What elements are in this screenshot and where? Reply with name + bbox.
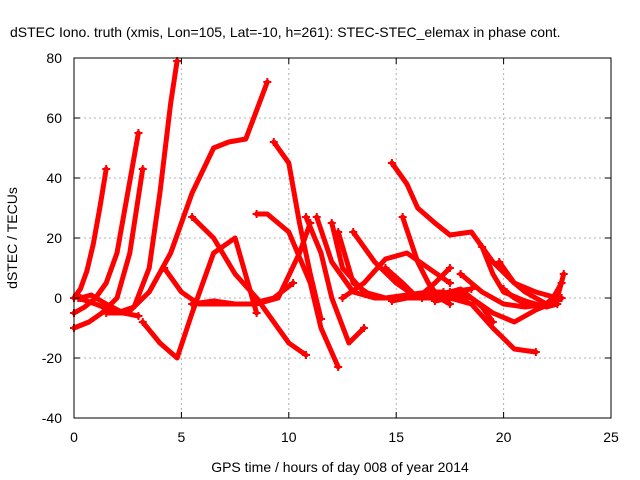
series-marker [301, 213, 310, 221]
series-line-arc-6 [103, 79, 270, 316]
x-tick-label: 25 [603, 429, 619, 445]
x-tick-label: 20 [496, 429, 512, 445]
x-tick-label: 0 [70, 429, 78, 445]
series-marker [102, 309, 111, 317]
x-tick-label: 5 [178, 429, 186, 445]
series-marker [252, 309, 261, 317]
series-line-arc-20 [389, 295, 539, 355]
series-marker [301, 351, 310, 359]
x-tick-label: 15 [388, 429, 404, 445]
series-marker [557, 294, 566, 302]
series-marker [138, 318, 147, 326]
y-tick-label: 20 [46, 230, 62, 246]
series-marker [134, 312, 143, 320]
series-marker [387, 159, 396, 167]
series-marker [160, 264, 169, 272]
series-marker [445, 279, 454, 287]
series-marker [289, 279, 298, 287]
y-tick-label: 40 [46, 170, 62, 186]
series-marker [456, 270, 465, 278]
series-marker [102, 165, 111, 173]
series-marker [488, 318, 497, 326]
series-marker [467, 285, 476, 293]
series-marker [269, 138, 278, 146]
series-marker [359, 324, 368, 332]
series-marker [327, 219, 336, 227]
series-marker [398, 213, 407, 221]
series-marker [138, 165, 147, 173]
data-layer [70, 57, 568, 371]
series-line-arc-24 [447, 286, 496, 325]
y-axis-title: dSTEC / TECUs [4, 187, 20, 289]
series-line-arc-23 [432, 295, 560, 325]
series-line-arc-12 [271, 139, 324, 322]
series-marker [252, 210, 261, 218]
series-marker [263, 78, 272, 86]
series-line-arc-1 [71, 166, 109, 301]
axes: 0 5 10 15 20 25 -40 -20 0 20 40 60 80 [42, 50, 619, 445]
series-line-arc-2 [71, 130, 141, 316]
series-marker [387, 297, 396, 305]
y-tick-label: 80 [46, 50, 62, 66]
x-tick-label: 10 [281, 429, 297, 445]
series-marker [445, 264, 454, 272]
series-marker [188, 213, 197, 221]
series-line-arc-21 [389, 160, 560, 301]
series-marker [478, 243, 487, 251]
series-line-arc-7 [140, 235, 260, 361]
series-marker [334, 228, 343, 236]
y-tick-label: 60 [46, 110, 62, 126]
series-marker [430, 297, 439, 305]
series-marker [334, 363, 343, 371]
series-marker [531, 348, 540, 356]
x-axis-title: GPS time / hours of day 008 of year 2014 [211, 459, 469, 475]
y-tick-label: 0 [54, 290, 62, 306]
series-marker [445, 300, 454, 308]
series-marker [445, 288, 454, 296]
series-marker [349, 228, 358, 236]
y-tick-label: -40 [42, 410, 62, 426]
series-line-arc-28 [501, 280, 565, 310]
series-marker [499, 285, 508, 293]
series-marker [312, 213, 321, 221]
y-tick-label: -20 [42, 350, 62, 366]
series-line-arc-9 [189, 214, 309, 358]
series-marker [317, 315, 326, 323]
series-marker [557, 279, 566, 287]
series-marker [495, 258, 504, 266]
series-line-arc-11 [254, 211, 341, 370]
series-marker [381, 264, 390, 272]
series-marker [559, 270, 568, 278]
series-line-arc-4 [75, 58, 180, 316]
series-line-arc-13 [303, 214, 367, 346]
series-marker [338, 294, 347, 302]
series-marker [188, 300, 197, 308]
series-marker [134, 129, 143, 137]
chart-title: dSTEC Iono. truth (xmis, Lon=105, Lat=-1… [10, 24, 561, 40]
series-line-arc-17 [340, 250, 453, 301]
